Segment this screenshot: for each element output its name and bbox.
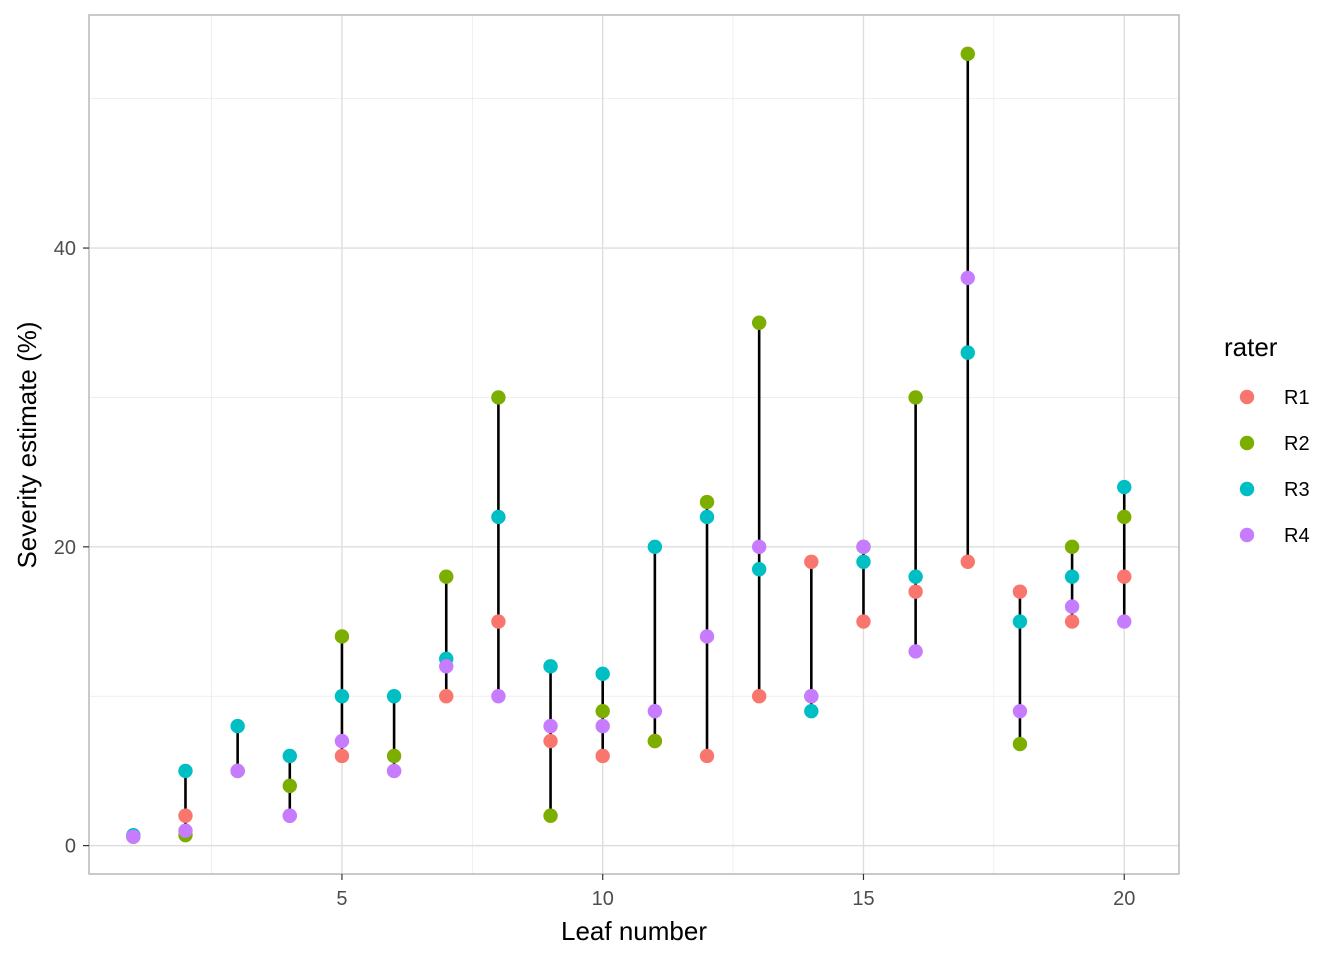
point-r3 — [230, 718, 245, 734]
point-r1 — [804, 554, 819, 569]
point-r4 — [178, 823, 193, 838]
point-r3 — [804, 703, 819, 719]
point-r4 — [334, 733, 350, 749]
x-axis-ticks: 5 10 15 20 — [336, 874, 1135, 910]
point-r4 — [960, 270, 975, 286]
legend-label-r2: R2 — [1284, 433, 1310, 455]
point-r3 — [856, 554, 871, 569]
point-r2 — [543, 808, 558, 823]
point-r3 — [543, 659, 558, 674]
point-r3 — [282, 748, 297, 764]
point-r1 — [960, 554, 975, 569]
point-r4 — [908, 644, 923, 659]
point-r1 — [1064, 614, 1080, 629]
point-r4 — [126, 829, 141, 844]
point-r1 — [439, 689, 454, 704]
point-r1 — [856, 614, 871, 629]
y-axis-title: Severity estimate (%) — [12, 321, 42, 568]
point-r2 — [334, 629, 350, 644]
point-r3 — [647, 539, 663, 555]
point-r4 — [699, 629, 715, 644]
point-r3 — [1064, 569, 1080, 584]
legend: rater R1 R2 R3 R4 — [1224, 332, 1310, 547]
legend-key-r3 — [1239, 481, 1255, 497]
legend-key-r1 — [1239, 389, 1255, 405]
point-r2 — [595, 703, 610, 719]
point-r3 — [960, 345, 975, 360]
point-r2 — [439, 569, 454, 584]
point-r4 — [386, 763, 402, 779]
point-r1 — [178, 808, 193, 823]
point-r4 — [1012, 703, 1028, 719]
point-r1 — [595, 748, 610, 764]
point-r2 — [699, 494, 715, 510]
point-r4 — [543, 718, 558, 734]
point-r4 — [751, 539, 767, 555]
legend-label-r4: R4 — [1284, 525, 1310, 547]
point-r2 — [386, 748, 402, 764]
point-r1 — [699, 748, 715, 764]
point-r4 — [439, 659, 454, 674]
y-axis-ticks: 0 20 40 — [54, 238, 89, 858]
y-tick-label: 0 — [65, 836, 76, 858]
point-r2 — [908, 390, 923, 405]
major-gridlines — [89, 15, 1179, 874]
y-tick-label: 40 — [54, 238, 76, 260]
point-r3 — [334, 689, 350, 704]
point-r2 — [1117, 509, 1132, 525]
point-r3 — [595, 666, 610, 682]
legend-title: rater — [1224, 332, 1278, 362]
point-r3 — [751, 562, 767, 577]
point-r4 — [230, 763, 245, 779]
point-r3 — [491, 509, 506, 525]
point-r3 — [699, 509, 715, 525]
point-r3 — [1117, 479, 1132, 495]
legend-key-r2 — [1239, 435, 1255, 451]
point-r1 — [491, 614, 506, 629]
point-r1 — [543, 733, 558, 749]
point-r2 — [282, 778, 297, 794]
point-r4 — [491, 689, 506, 704]
point-r1 — [1012, 584, 1028, 599]
legend-label-r3: R3 — [1284, 479, 1310, 501]
point-r3 — [1012, 614, 1028, 629]
minor-gridlines — [89, 15, 1179, 874]
x-tick-label: 10 — [592, 888, 614, 910]
point-r3 — [178, 763, 193, 779]
point-r3 — [386, 689, 402, 704]
point-r2 — [751, 315, 767, 330]
point-r4 — [804, 689, 819, 704]
y-tick-label: 20 — [54, 537, 76, 559]
x-tick-label: 5 — [336, 888, 347, 910]
data-points — [126, 46, 1132, 844]
point-r4 — [1117, 614, 1132, 629]
x-axis-title: Leaf number — [561, 916, 707, 946]
point-r4 — [856, 539, 871, 555]
point-r2 — [1012, 736, 1028, 752]
point-r4 — [595, 718, 610, 734]
legend-key-r4 — [1239, 527, 1255, 543]
point-r2 — [491, 390, 506, 405]
point-r2 — [647, 733, 663, 749]
plot-border — [88, 14, 1180, 875]
point-r1 — [334, 748, 350, 764]
plot-background — [89, 15, 1179, 874]
point-r2 — [1064, 539, 1080, 555]
point-r1 — [908, 584, 923, 599]
x-tick-label: 20 — [1113, 888, 1135, 910]
point-r3 — [908, 569, 923, 584]
point-r4 — [647, 703, 663, 719]
legend-label-r1: R1 — [1284, 387, 1310, 409]
point-r4 — [282, 808, 297, 823]
point-r2 — [960, 46, 975, 62]
point-r4 — [1064, 599, 1080, 614]
point-r1 — [751, 689, 767, 704]
x-tick-label: 15 — [852, 888, 874, 910]
point-r1 — [1117, 569, 1132, 584]
